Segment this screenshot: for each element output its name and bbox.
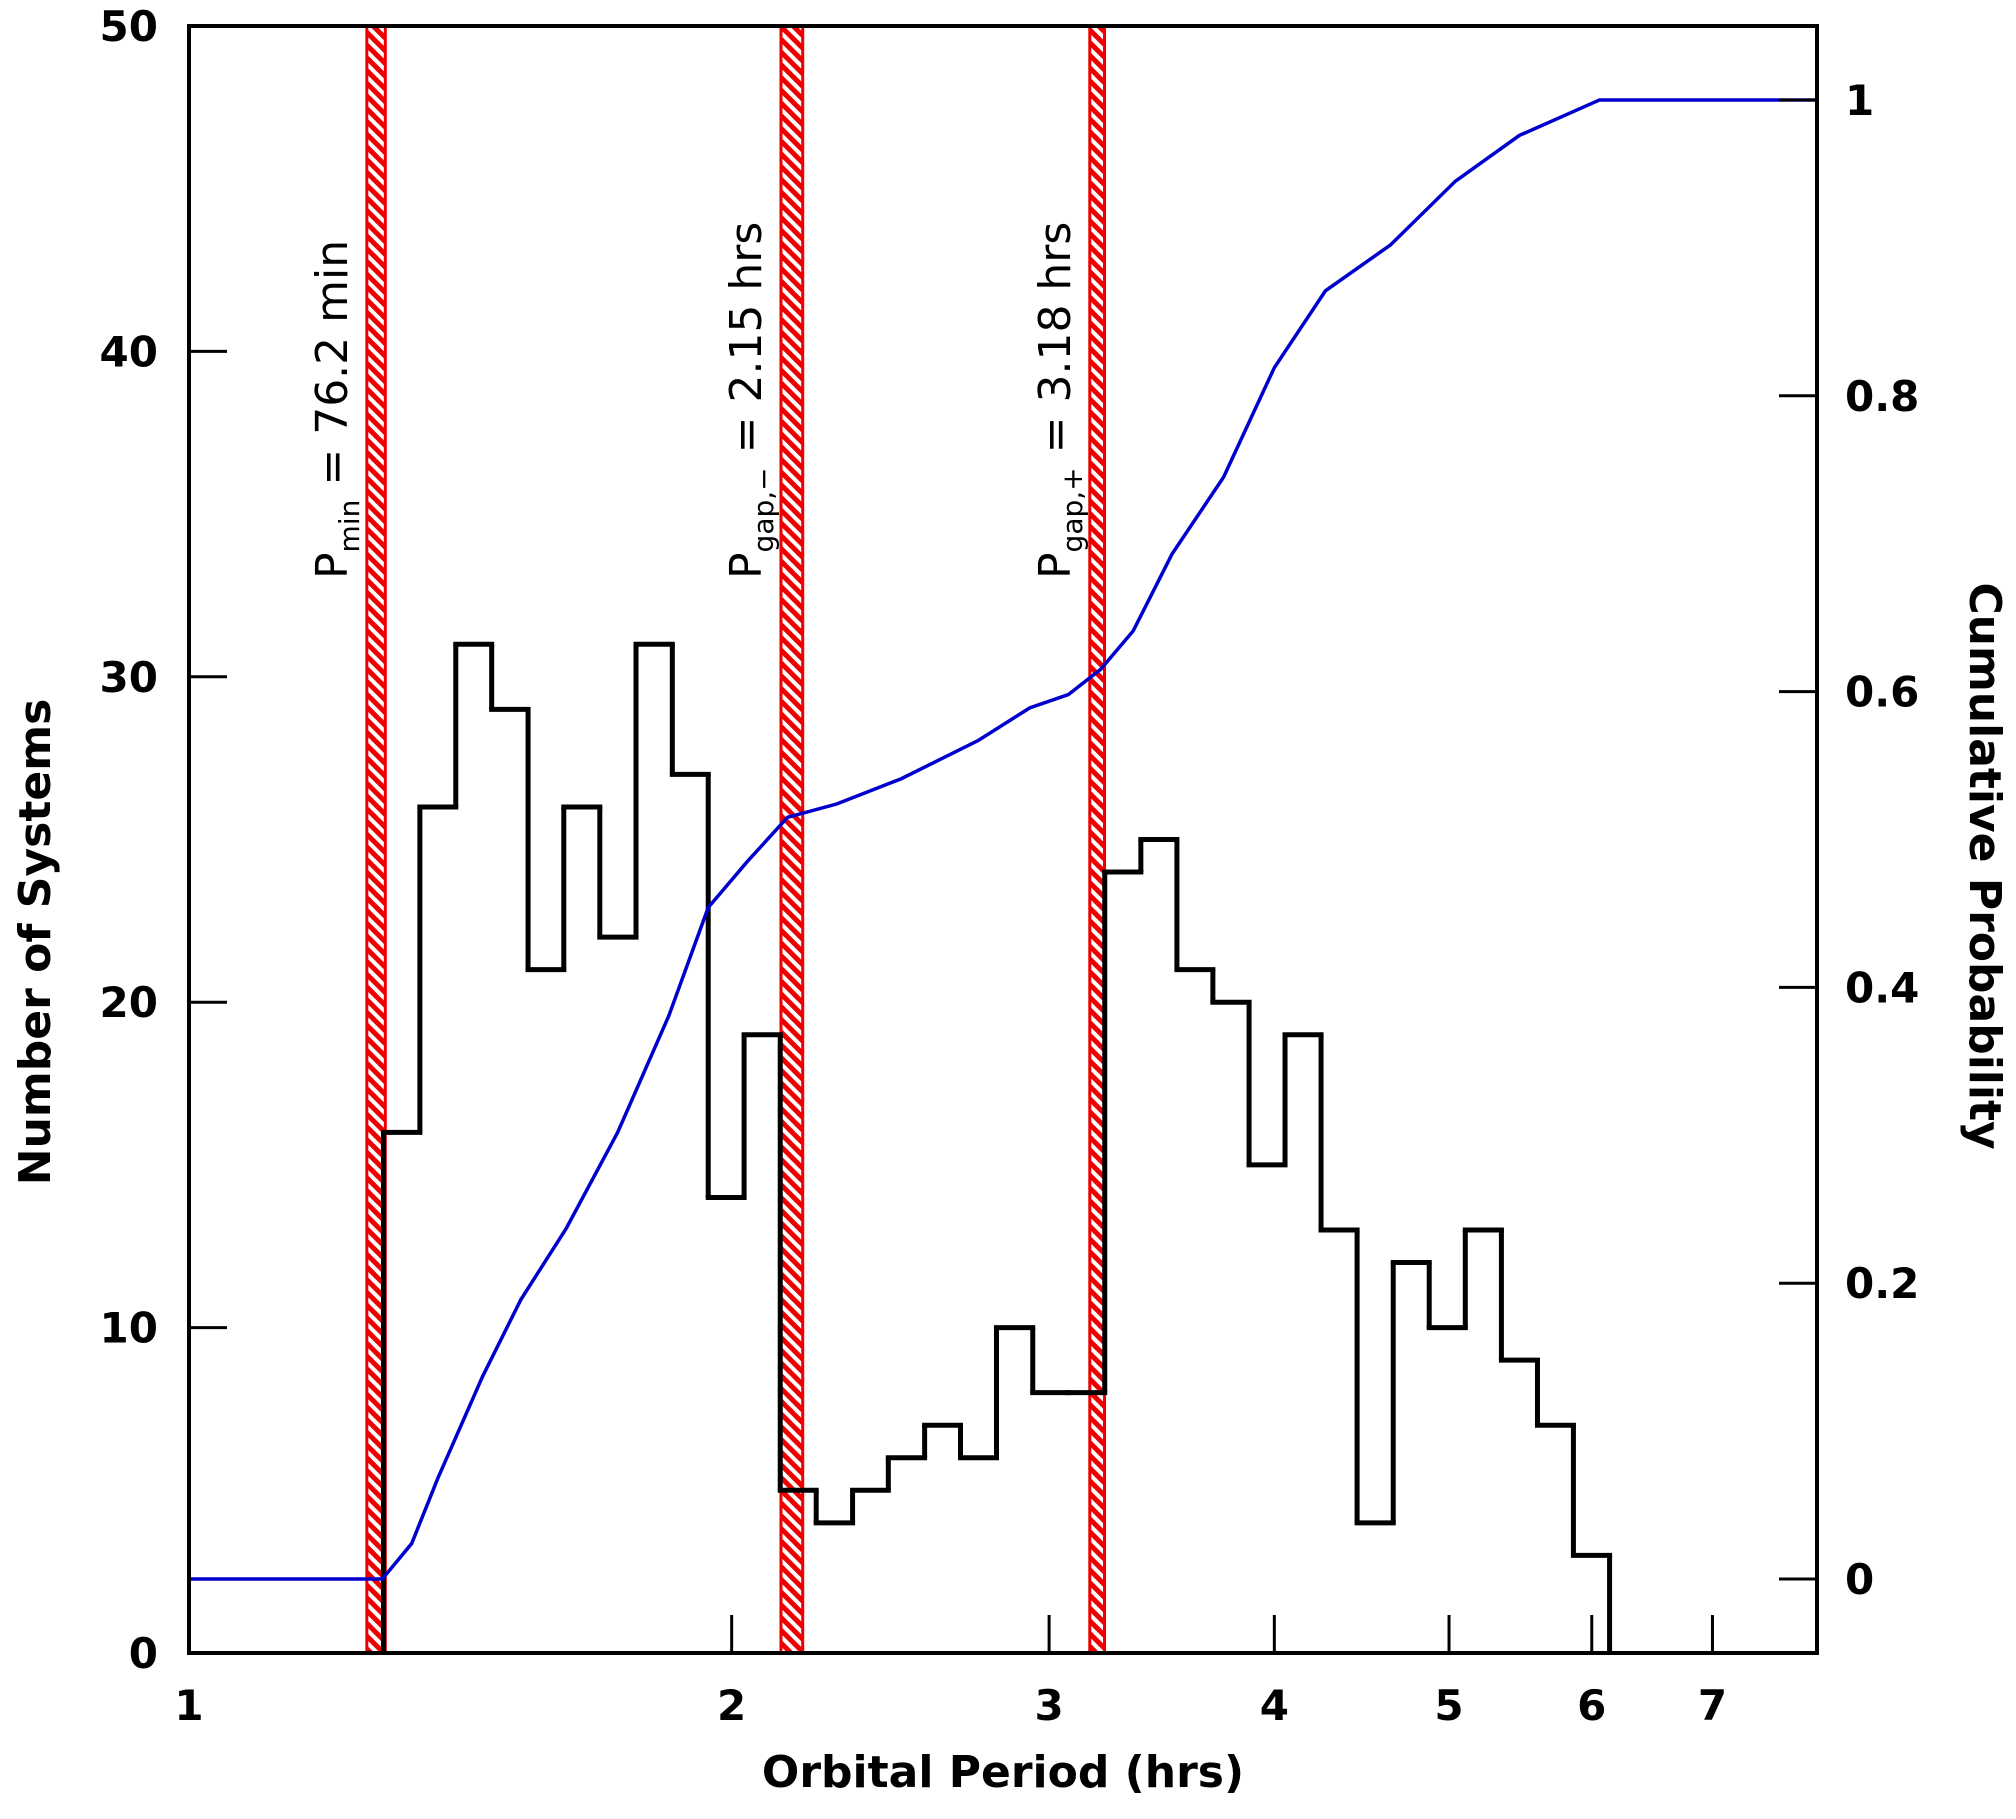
y2-axis-label: Cumulative Probability <box>1959 582 2010 1149</box>
plot-frame <box>187 24 1819 1655</box>
cumulative-line <box>189 98 1817 1581</box>
band-label: Pmin = 76.2 min <box>307 240 366 579</box>
x-tick-label: 7 <box>1698 1681 1727 1730</box>
y-tick-label: 10 <box>100 1304 158 1353</box>
x-tick-label: 6 <box>1577 1681 1606 1730</box>
x-tick-label: 1 <box>174 1681 203 1730</box>
label-subscript: gap,− <box>747 467 780 552</box>
label-symbol: P <box>307 552 358 579</box>
x-tick-label: 3 <box>1034 1681 1063 1730</box>
y2-tick-label: 0.2 <box>1845 1259 1919 1308</box>
label-text: = 3.18 hrs <box>1030 222 1081 468</box>
y2-tick-label: 0 <box>1845 1555 1874 1604</box>
band <box>1088 24 1107 1655</box>
label-symbol: P <box>721 552 772 579</box>
label-symbol: P <box>1030 552 1081 579</box>
y2-tick-label: 0.8 <box>1845 372 1919 421</box>
y-tick-label: 50 <box>100 2 158 51</box>
label-text: = 2.15 hrs <box>721 222 772 468</box>
x-tick-label: 4 <box>1260 1681 1289 1730</box>
label-subscript: min <box>333 500 366 553</box>
y-tick-label: 20 <box>100 978 158 1027</box>
band-label: Pgap,− = 2.15 hrs <box>721 222 780 579</box>
label-text: = 76.2 min <box>307 240 358 500</box>
label-subscript: gap,+ <box>1056 467 1089 552</box>
y-tick-label: 0 <box>129 1629 158 1678</box>
y-tick-label: 30 <box>100 653 158 702</box>
band-label: Pgap,+ = 3.18 hrs <box>1030 222 1089 579</box>
band <box>779 24 805 1655</box>
y-axis-label: Number of Systems <box>10 699 61 1186</box>
x-tick-label: 2 <box>717 1681 746 1730</box>
x-axis-label: Orbital Period (hrs) <box>762 1747 1244 1798</box>
y2-tick-label: 1 <box>1845 76 1874 125</box>
y-tick-label: 40 <box>100 327 158 376</box>
y2-tick-label: 0.6 <box>1845 668 1919 717</box>
x-tick-label: 5 <box>1434 1681 1463 1730</box>
y2-tick-label: 0.4 <box>1845 963 1919 1012</box>
